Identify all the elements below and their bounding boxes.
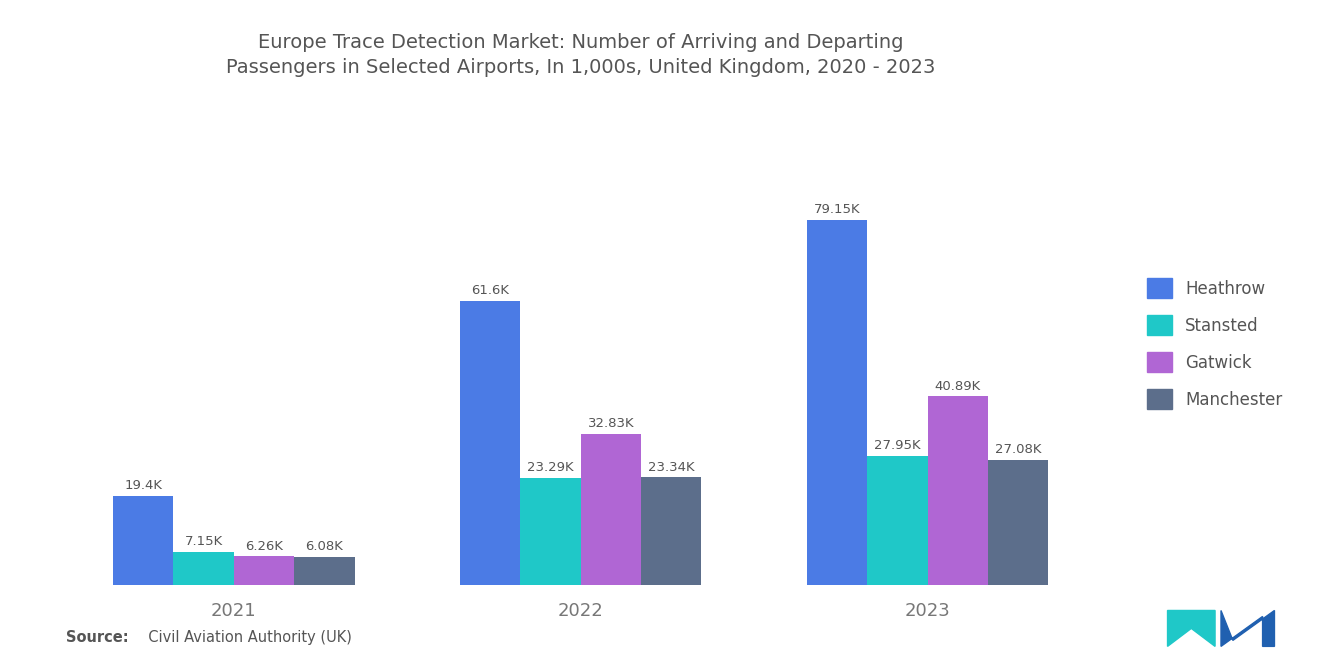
Bar <box>989 460 1048 585</box>
Bar <box>294 557 355 585</box>
Text: 23.34K: 23.34K <box>648 461 694 473</box>
Bar <box>581 434 642 585</box>
Bar <box>867 456 928 585</box>
Text: 32.83K: 32.83K <box>587 417 635 430</box>
Text: Europe Trace Detection Market: Number of Arriving and Departing
Passengers in Se: Europe Trace Detection Market: Number of… <box>226 33 936 77</box>
Text: 19.4K: 19.4K <box>124 479 162 492</box>
Text: 61.6K: 61.6K <box>471 284 510 297</box>
Text: 27.08K: 27.08K <box>995 444 1041 456</box>
Text: 40.89K: 40.89K <box>935 380 981 392</box>
Text: 6.08K: 6.08K <box>305 541 343 553</box>
Bar <box>807 219 867 585</box>
Text: Civil Aviation Authority (UK): Civil Aviation Authority (UK) <box>139 630 351 645</box>
Bar <box>928 396 989 585</box>
Bar <box>234 557 294 585</box>
Text: 23.29K: 23.29K <box>527 461 574 474</box>
Bar <box>642 477 701 585</box>
Text: 7.15K: 7.15K <box>185 535 223 549</box>
Polygon shape <box>1221 610 1274 646</box>
Polygon shape <box>1167 610 1214 646</box>
Text: 6.26K: 6.26K <box>246 539 282 553</box>
Text: 27.95K: 27.95K <box>874 440 921 452</box>
Bar <box>520 477 581 585</box>
Text: 79.15K: 79.15K <box>814 203 861 216</box>
Bar <box>173 552 234 585</box>
Bar <box>114 495 173 585</box>
Legend: Heathrow, Stansted, Gatwick, Manchester: Heathrow, Stansted, Gatwick, Manchester <box>1138 270 1291 418</box>
Bar <box>461 301 520 585</box>
Text: Source:: Source: <box>66 630 128 645</box>
